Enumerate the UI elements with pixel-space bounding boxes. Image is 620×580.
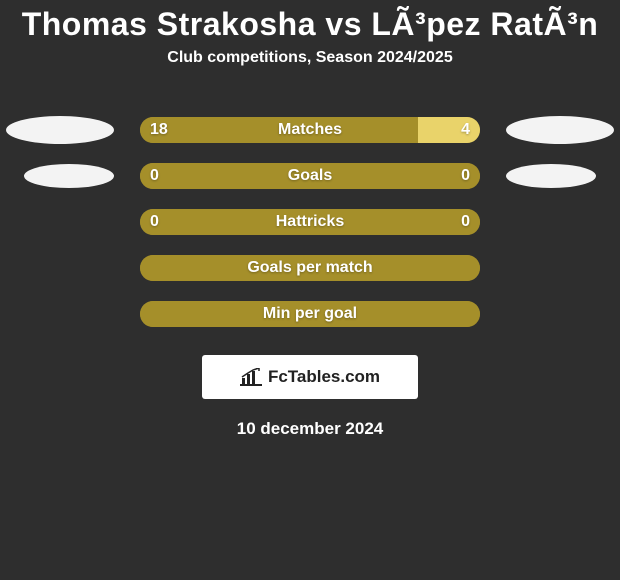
club-badge-right <box>506 116 614 144</box>
comparison-card: Thomas Strakosha vs LÃ³pez RatÃ³n Club c… <box>0 0 620 580</box>
date-label: 10 december 2024 <box>0 419 620 439</box>
stat-bar: Min per goal <box>140 301 480 327</box>
stat-bar-left <box>140 301 480 327</box>
stat-row: Goals00 <box>0 153 620 199</box>
stat-row: Goals per match <box>0 245 620 291</box>
stat-bar-right <box>310 209 480 235</box>
page-title: Thomas Strakosha vs LÃ³pez RatÃ³n <box>0 0 620 43</box>
stat-bar-left <box>140 209 310 235</box>
stat-row: Hattricks00 <box>0 199 620 245</box>
page-subtitle: Club competitions, Season 2024/2025 <box>0 49 620 67</box>
stat-bar: Goals per match <box>140 255 480 281</box>
stat-bar-right <box>310 163 480 189</box>
club-badge-left <box>24 164 114 188</box>
stat-row: Matches184 <box>0 107 620 153</box>
chart-icon <box>240 368 262 386</box>
stat-bar: Hattricks00 <box>140 209 480 235</box>
stat-bar-left <box>140 117 418 143</box>
stat-bar: Goals00 <box>140 163 480 189</box>
stat-bar-left <box>140 255 480 281</box>
source-badge-text: FcTables.com <box>268 367 380 387</box>
stat-bar: Matches184 <box>140 117 480 143</box>
club-badge-right <box>506 164 596 188</box>
stat-bar-left <box>140 163 310 189</box>
source-badge: FcTables.com <box>202 355 418 399</box>
stat-rows: Matches184 Goals00 Hattricks00 Goals per ma… <box>0 107 620 337</box>
stat-row: Min per goal <box>0 291 620 337</box>
club-badge-left <box>6 116 114 144</box>
stat-bar-right <box>418 117 480 143</box>
